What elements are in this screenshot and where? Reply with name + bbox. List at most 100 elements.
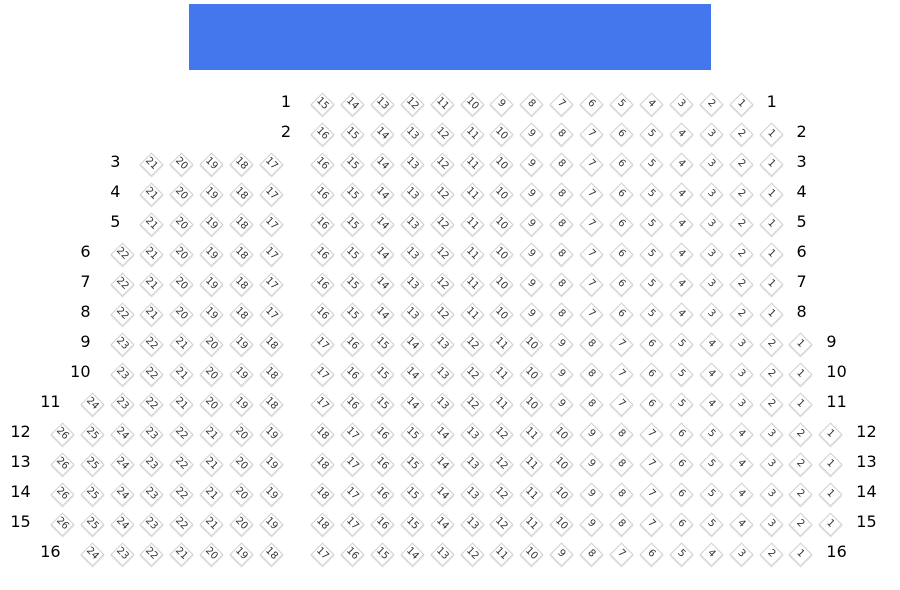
- seat[interactable]: 16: [340, 362, 365, 387]
- seat[interactable]: 16: [310, 302, 335, 327]
- seat[interactable]: 10: [519, 542, 544, 567]
- seat[interactable]: 3: [699, 122, 724, 147]
- seat[interactable]: 11: [459, 152, 485, 177]
- seat[interactable]: 6: [669, 422, 694, 447]
- seat[interactable]: 21: [199, 482, 224, 507]
- seat[interactable]: 20: [199, 332, 224, 357]
- seat[interactable]: 9: [519, 152, 544, 177]
- seat[interactable]: 18: [310, 452, 335, 477]
- seat[interactable]: 4: [699, 392, 724, 417]
- seat[interactable]: 6: [669, 482, 694, 507]
- seat[interactable]: 3: [729, 362, 754, 387]
- seat[interactable]: 15: [340, 272, 365, 297]
- seat[interactable]: 6: [609, 212, 634, 237]
- seat[interactable]: 21: [169, 542, 194, 567]
- seat[interactable]: 15: [370, 332, 395, 357]
- seat[interactable]: 21: [139, 272, 164, 297]
- seat[interactable]: 1: [788, 542, 813, 567]
- seat[interactable]: 13: [430, 392, 455, 417]
- seat[interactable]: 13: [430, 332, 455, 357]
- seat[interactable]: 9: [519, 182, 544, 207]
- seat[interactable]: 3: [758, 512, 784, 537]
- seat[interactable]: 2: [729, 182, 754, 207]
- seat[interactable]: 9: [549, 392, 574, 417]
- seat[interactable]: 10: [549, 512, 574, 537]
- seat[interactable]: 23: [109, 362, 135, 387]
- seat[interactable]: 8: [549, 242, 574, 267]
- seat[interactable]: 21: [139, 152, 164, 177]
- seat[interactable]: 7: [639, 452, 664, 477]
- seat[interactable]: 15: [400, 512, 425, 537]
- seat[interactable]: 12: [489, 482, 514, 507]
- seat[interactable]: 10: [519, 332, 544, 357]
- seat[interactable]: 10: [489, 302, 514, 327]
- seat[interactable]: 14: [370, 242, 395, 267]
- seat[interactable]: 14: [430, 482, 455, 507]
- seat[interactable]: 25: [80, 452, 105, 477]
- seat[interactable]: 1: [758, 152, 784, 177]
- seat[interactable]: 18: [229, 182, 254, 207]
- seat[interactable]: 1: [758, 212, 784, 237]
- seat[interactable]: 2: [699, 92, 724, 117]
- seat[interactable]: 19: [259, 482, 284, 507]
- seat[interactable]: 19: [229, 392, 254, 417]
- seat[interactable]: 6: [639, 392, 664, 417]
- seat[interactable]: 11: [519, 452, 544, 477]
- seat[interactable]: 1: [818, 452, 843, 477]
- seat[interactable]: 9: [519, 122, 544, 147]
- seat[interactable]: 17: [259, 242, 284, 267]
- seat[interactable]: 14: [430, 422, 455, 447]
- seat[interactable]: 6: [609, 182, 634, 207]
- seat[interactable]: 4: [729, 512, 754, 537]
- seat[interactable]: 10: [489, 122, 514, 147]
- seat[interactable]: 5: [639, 152, 664, 177]
- seat[interactable]: 4: [699, 542, 724, 567]
- seat[interactable]: 15: [370, 542, 395, 567]
- seat[interactable]: 20: [169, 182, 194, 207]
- seat[interactable]: 9: [489, 92, 514, 117]
- seat[interactable]: 15: [400, 482, 425, 507]
- seat[interactable]: 1: [818, 512, 843, 537]
- seat[interactable]: 7: [579, 212, 604, 237]
- seat[interactable]: 17: [310, 392, 335, 417]
- seat[interactable]: 23: [139, 452, 164, 477]
- seat[interactable]: 13: [400, 182, 425, 207]
- seat[interactable]: 21: [139, 242, 164, 267]
- seat[interactable]: 10: [549, 482, 574, 507]
- seat[interactable]: 12: [489, 512, 514, 537]
- seat[interactable]: 9: [579, 482, 604, 507]
- seat[interactable]: 8: [549, 122, 574, 147]
- seat[interactable]: 4: [669, 152, 694, 177]
- seat[interactable]: 11: [489, 392, 514, 417]
- seat[interactable]: 21: [139, 212, 164, 237]
- seat[interactable]: 9: [579, 452, 604, 477]
- seat[interactable]: 21: [139, 302, 164, 327]
- seat[interactable]: 5: [699, 482, 724, 507]
- seat[interactable]: 8: [549, 272, 574, 297]
- seat[interactable]: 6: [609, 272, 634, 297]
- seat[interactable]: 6: [639, 362, 664, 387]
- seat[interactable]: 4: [669, 122, 694, 147]
- seat[interactable]: 1: [758, 302, 784, 327]
- seat[interactable]: 13: [400, 152, 425, 177]
- seat[interactable]: 2: [729, 242, 754, 267]
- seat[interactable]: 1: [818, 482, 843, 507]
- seat[interactable]: 16: [310, 242, 335, 267]
- seat[interactable]: 16: [310, 272, 335, 297]
- seat[interactable]: 26: [50, 452, 75, 477]
- seat[interactable]: 15: [340, 152, 365, 177]
- seat[interactable]: 16: [310, 152, 335, 177]
- seat[interactable]: 11: [489, 542, 514, 567]
- seat[interactable]: 10: [549, 422, 574, 447]
- seat[interactable]: 4: [669, 302, 694, 327]
- seat[interactable]: 1: [758, 122, 784, 147]
- seat[interactable]: 3: [729, 392, 754, 417]
- seat[interactable]: 11: [519, 512, 544, 537]
- seat[interactable]: 14: [400, 392, 425, 417]
- seat[interactable]: 6: [639, 332, 664, 357]
- seat[interactable]: 17: [259, 182, 284, 207]
- seat[interactable]: 5: [699, 512, 724, 537]
- seat[interactable]: 18: [310, 422, 335, 447]
- seat[interactable]: 21: [169, 362, 194, 387]
- seat[interactable]: 26: [50, 482, 75, 507]
